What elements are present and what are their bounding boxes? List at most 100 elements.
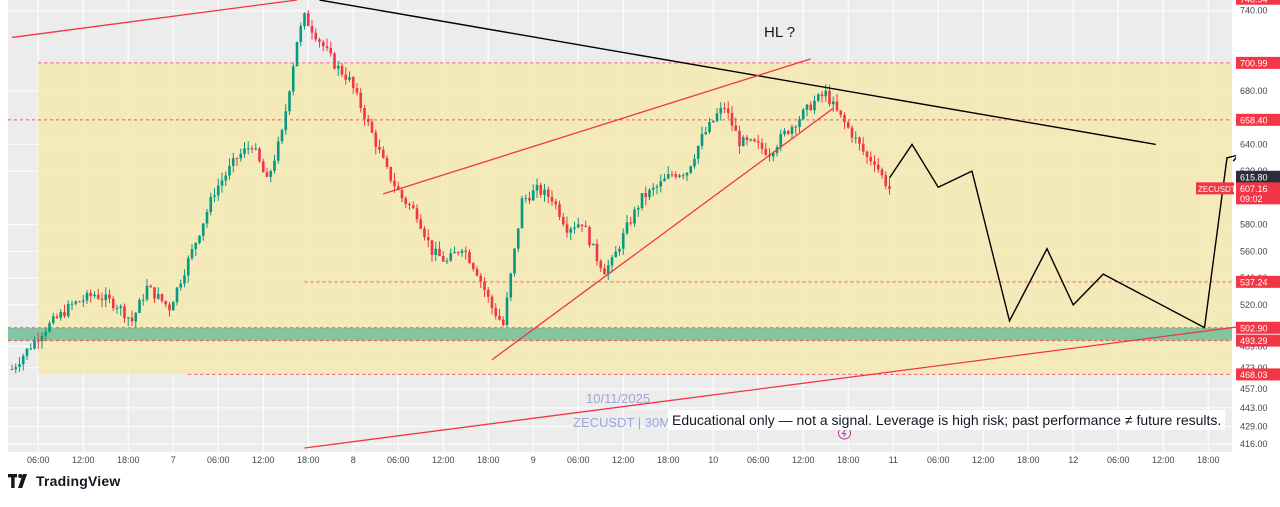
upper-red-trendline <box>11 0 298 39</box>
time-tick-label: 12:00 <box>252 455 275 465</box>
candle-body <box>561 216 565 225</box>
candle-body <box>141 299 145 301</box>
time-tick-label: 11 <box>889 455 898 465</box>
candle-body <box>243 148 246 154</box>
candle-body <box>603 268 606 275</box>
price-label-box <box>1236 368 1280 381</box>
channel-bottom-line <box>491 107 834 361</box>
time-tick-label: 7 <box>171 455 176 465</box>
price-tick-label: 416.00 <box>1240 439 1268 449</box>
candle-body <box>29 348 33 350</box>
candle-body <box>876 164 880 170</box>
time-tick-label: 12:00 <box>612 455 635 465</box>
candle-body <box>411 205 415 209</box>
candle-body <box>685 172 689 176</box>
price-tick-label: 740.00 <box>1240 6 1268 16</box>
candle-body <box>655 186 659 188</box>
candle-body <box>460 250 464 253</box>
footer-brand[interactable]: TradingView <box>8 470 120 492</box>
candle-body <box>213 195 216 197</box>
candle-body <box>888 186 891 189</box>
candle-body <box>884 175 888 187</box>
candles <box>10 9 891 374</box>
candle-body <box>820 94 824 97</box>
candle-body <box>273 160 276 172</box>
candle-body <box>648 189 651 198</box>
candle-body <box>505 297 509 325</box>
candle-body <box>663 178 666 182</box>
price-tick-label: 429.00 <box>1240 422 1268 432</box>
candle-body <box>415 208 419 220</box>
candle-body <box>524 197 528 199</box>
candle-body <box>494 307 498 316</box>
candle-body <box>216 185 220 196</box>
support-band <box>8 327 1232 341</box>
candle-body <box>171 302 175 311</box>
tradingview-logo-icon <box>8 474 27 488</box>
candle-body <box>764 148 768 155</box>
candle-body <box>325 46 329 49</box>
time-tick-label: 18:00 <box>477 455 500 465</box>
candle-body <box>205 211 209 224</box>
candle-body <box>873 161 876 165</box>
candle-body <box>576 224 580 228</box>
candle-body <box>175 287 179 303</box>
candle-body <box>798 119 801 128</box>
candle-body <box>430 240 434 255</box>
candle-body <box>779 134 783 148</box>
candle-body <box>318 39 321 42</box>
candle-body <box>528 197 531 201</box>
candle-body <box>198 235 201 243</box>
candle-body <box>149 285 153 288</box>
candle-body <box>89 292 93 297</box>
candle-body <box>235 158 239 160</box>
candle-body <box>696 145 700 159</box>
candle-body <box>723 107 726 109</box>
candle-body <box>850 127 854 138</box>
candle-body <box>104 294 108 301</box>
candle-body <box>543 189 546 195</box>
candle-body <box>745 137 749 141</box>
candle-body <box>539 184 543 195</box>
candle-body <box>809 104 813 111</box>
candle-body <box>51 316 55 324</box>
candle-body <box>228 165 231 176</box>
candle-body <box>123 306 126 319</box>
price-label-text: 493.29 <box>1240 336 1268 346</box>
candle-body <box>438 248 441 257</box>
candle-body <box>813 100 816 111</box>
candle-body <box>693 158 696 167</box>
time-tick-label: 12:00 <box>432 455 455 465</box>
current-price-box <box>1236 182 1280 205</box>
candle-body <box>153 287 156 299</box>
candle-body <box>408 203 411 206</box>
candle-body <box>36 340 40 342</box>
candle-body <box>288 91 291 112</box>
candle-body <box>119 306 123 308</box>
candle-body <box>18 364 21 368</box>
candle-body <box>584 225 588 228</box>
candle-body <box>33 340 36 349</box>
time-tick-label: 18:00 <box>1197 455 1220 465</box>
candle-body <box>306 13 310 27</box>
candle-body <box>85 292 89 301</box>
candle-body <box>258 148 261 162</box>
candle-body <box>100 298 104 301</box>
candle-body <box>861 143 865 152</box>
candle-body <box>633 209 636 224</box>
candle-body <box>48 323 51 332</box>
price-label-text: 615.80 <box>1240 172 1268 182</box>
candle-body <box>359 92 363 109</box>
candle-body <box>366 119 370 122</box>
candle-body <box>156 294 160 299</box>
candle-body <box>659 181 663 187</box>
candle-body <box>426 237 430 241</box>
time-tick-label: 18:00 <box>117 455 140 465</box>
candle-body <box>730 112 734 126</box>
time-tick-label: 12:00 <box>1152 455 1175 465</box>
candle-body <box>441 256 445 262</box>
candle-body <box>404 198 408 204</box>
time-tick-label: 06:00 <box>387 455 410 465</box>
